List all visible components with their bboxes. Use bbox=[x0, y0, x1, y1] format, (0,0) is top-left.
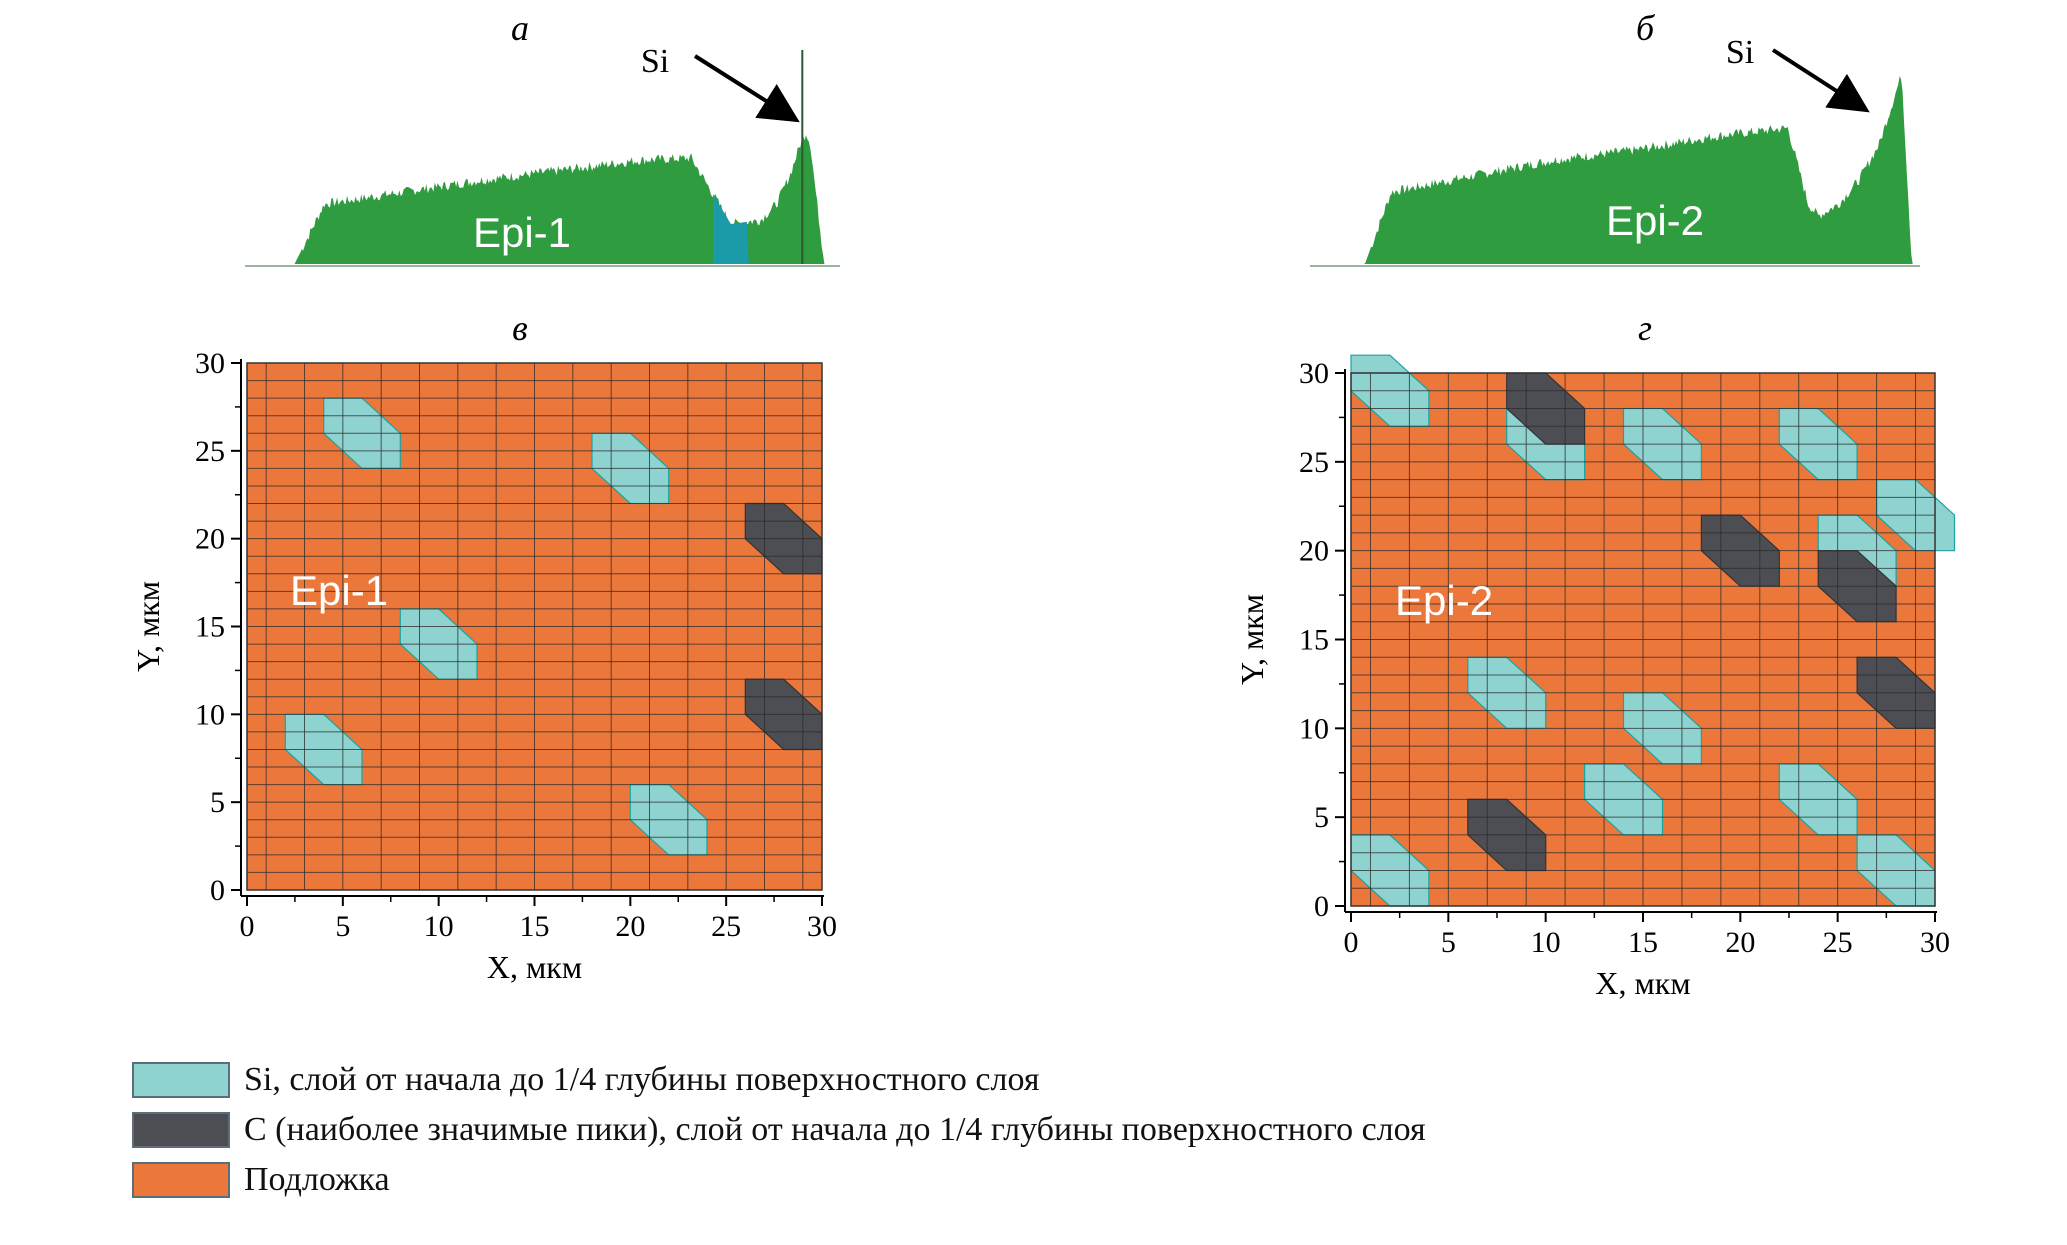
legend-label-si: Si, слой от начала до 1/4 глубины поверх… bbox=[244, 1061, 1040, 1098]
legend-label-substrate: Подложка bbox=[244, 1161, 390, 1198]
spectrum-area bbox=[1310, 75, 1920, 265]
y-tick-label: 25 bbox=[1299, 446, 1329, 479]
x-tick-label: 30 bbox=[807, 910, 837, 943]
legend: Si, слой от начала до 1/4 глубины поверх… bbox=[132, 1055, 1426, 1205]
x-axis-label: X, мкм bbox=[487, 949, 582, 985]
y-tick-label: 0 bbox=[1314, 890, 1329, 923]
x-tick-label: 25 bbox=[1823, 926, 1853, 959]
si-arrow bbox=[1771, 48, 1870, 113]
legend-item-substrate: Подложка bbox=[132, 1155, 1426, 1205]
panel-letter-a: а bbox=[511, 8, 529, 48]
si-annotation: Si bbox=[641, 43, 669, 80]
x-tick-label: 15 bbox=[1628, 926, 1658, 959]
legend-item-si: Si, слой от начала до 1/4 глубины поверх… bbox=[132, 1055, 1426, 1105]
x-tick-label: 15 bbox=[520, 910, 550, 943]
legend-item-c: C (наиболее значимые пики), слой от нача… bbox=[132, 1105, 1426, 1155]
y-tick-label: 15 bbox=[195, 611, 225, 644]
plot-frame bbox=[246, 362, 823, 891]
sample-label-epi-2: Epi-2 bbox=[1606, 197, 1704, 244]
y-tick-label: 5 bbox=[1314, 801, 1329, 834]
panel-letter-v: в bbox=[512, 308, 528, 348]
panel-letter-b: б bbox=[1636, 8, 1656, 48]
legend-label-c: C (наиболее значимые пики), слой от нача… bbox=[244, 1111, 1426, 1148]
x-tick-label: 0 bbox=[240, 910, 255, 943]
y-tick-label: 25 bbox=[195, 435, 225, 468]
sample-label-epi-1: Epi-1 bbox=[473, 209, 571, 256]
x-tick-label: 0 bbox=[1344, 926, 1359, 959]
map-epi-2: 0 5 10 15 20 25 30 0 5 10 15 20 25 30 X, мкм Y, мкм bbox=[1234, 354, 1956, 1001]
legend-swatch-si bbox=[132, 1062, 230, 1098]
spectrum-teal-segment bbox=[713, 194, 749, 264]
y-tick-label: 20 bbox=[195, 523, 225, 556]
y-axis-label: Y, мкм bbox=[130, 581, 166, 672]
map-epi-1: 0 5 10 15 20 25 30 0 5 10 15 20 25 30 X, мкм Y, мкм bbox=[130, 347, 837, 985]
y-tick-label: 5 bbox=[210, 786, 225, 819]
y-tick-label: 20 bbox=[1299, 535, 1329, 568]
si-annotation: Si bbox=[1726, 34, 1754, 71]
y-tick-label: 10 bbox=[1299, 712, 1329, 745]
panel-letter-g: г bbox=[1638, 308, 1652, 348]
y-axis-label: Y, мкм bbox=[1234, 594, 1270, 685]
x-tick-label: 20 bbox=[615, 910, 645, 943]
x-tick-label: 30 bbox=[1920, 926, 1950, 959]
x-tick-label: 5 bbox=[1441, 926, 1456, 959]
x-axis-label: X, мкм bbox=[1595, 965, 1690, 1001]
spectrum-epi-1: Epi-1 Si bbox=[245, 43, 840, 267]
spectrum-area bbox=[245, 135, 840, 264]
map-label-epi-1: Epi-1 bbox=[290, 567, 388, 614]
si-arrow bbox=[693, 54, 800, 123]
map-label-epi-2: Epi-2 bbox=[1395, 577, 1493, 624]
y-tick-label: 30 bbox=[195, 347, 225, 380]
spectrum-epi-2: Epi-2 Si bbox=[1310, 34, 1920, 267]
x-tick-label: 5 bbox=[335, 910, 350, 943]
x-tick-label: 10 bbox=[424, 910, 454, 943]
y-tick-label: 30 bbox=[1299, 357, 1329, 390]
y-tick-label: 0 bbox=[210, 874, 225, 907]
legend-swatch-c bbox=[132, 1112, 230, 1148]
x-tick-label: 10 bbox=[1531, 926, 1561, 959]
plot-frame bbox=[1350, 372, 1936, 907]
y-tick-label: 10 bbox=[195, 698, 225, 731]
x-tick-label: 20 bbox=[1725, 926, 1755, 959]
x-tick-label: 25 bbox=[711, 910, 741, 943]
legend-swatch-substrate bbox=[132, 1162, 230, 1198]
y-tick-label: 15 bbox=[1299, 624, 1329, 657]
